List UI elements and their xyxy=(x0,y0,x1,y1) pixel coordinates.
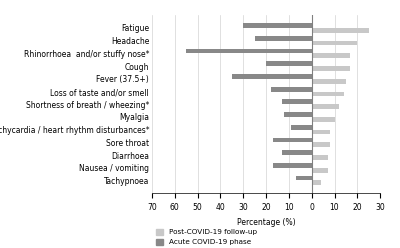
Bar xyxy=(312,130,330,134)
Bar xyxy=(266,61,312,66)
Bar xyxy=(312,92,344,96)
Bar xyxy=(282,99,312,104)
Bar xyxy=(273,138,312,142)
Bar xyxy=(296,176,312,181)
Bar xyxy=(312,142,330,147)
Bar xyxy=(186,49,312,53)
Bar xyxy=(312,28,369,33)
Bar xyxy=(312,79,346,84)
Bar xyxy=(312,53,350,58)
Bar xyxy=(312,41,357,45)
Bar xyxy=(312,66,350,71)
Bar xyxy=(312,168,328,173)
Bar xyxy=(271,87,312,92)
Bar xyxy=(255,36,312,41)
Bar xyxy=(284,112,312,117)
X-axis label: Percentage (%): Percentage (%) xyxy=(237,218,295,227)
Bar xyxy=(312,181,321,185)
Bar xyxy=(243,23,312,28)
Bar xyxy=(273,163,312,168)
Bar xyxy=(291,125,312,130)
Bar xyxy=(312,155,328,160)
Bar xyxy=(282,150,312,155)
Bar xyxy=(312,104,339,109)
Bar xyxy=(312,117,334,122)
Bar xyxy=(232,74,312,79)
Legend: Post-COVID-19 follow-up, Acute COVID-19 phase: Post-COVID-19 follow-up, Acute COVID-19 … xyxy=(156,229,257,245)
